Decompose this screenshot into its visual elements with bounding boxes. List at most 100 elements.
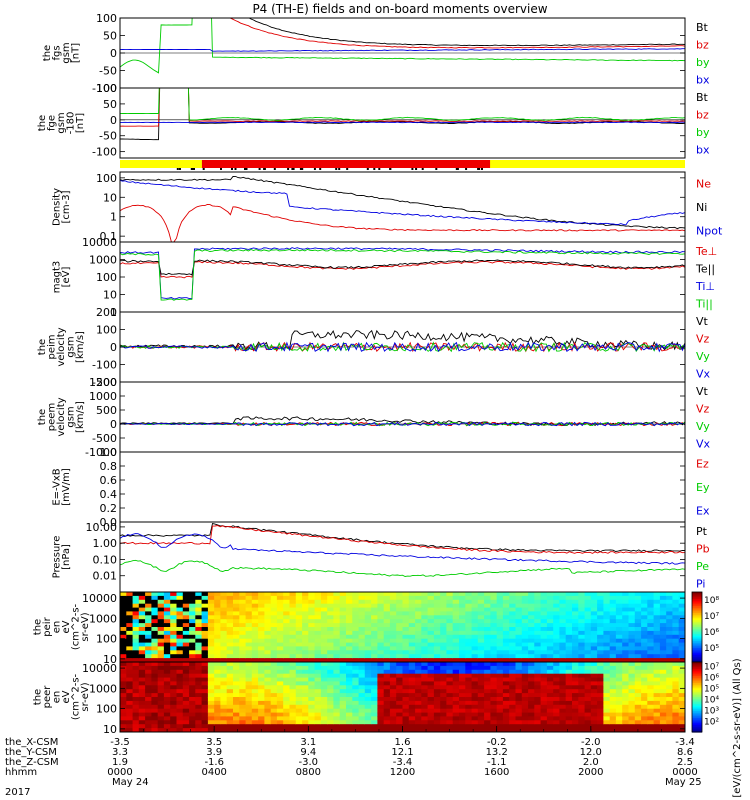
heatmap-cell [597, 720, 604, 725]
heatmap-cell [283, 619, 291, 624]
heatmap-cell [528, 630, 535, 636]
heatmap-cell [427, 677, 435, 683]
heatmap-cell [490, 650, 498, 655]
heatmap-cell [151, 630, 159, 636]
heatmap-cell [239, 592, 247, 597]
heatmap-cell [459, 646, 466, 651]
heatmap-cell [590, 720, 598, 725]
x-row-value: -3.0 [299, 757, 319, 768]
heatmap-cell [258, 599, 265, 605]
heatmap-cell [666, 724, 674, 729]
colorbar-cell [692, 613, 702, 616]
heatmap-cell [258, 704, 265, 710]
heatmap-cell [389, 634, 397, 640]
heatmap-cell [615, 704, 623, 710]
heatmap-cell [239, 658, 247, 662]
heatmap-cell [264, 634, 272, 640]
colorbar-cell [692, 681, 702, 684]
heatmap-cell [276, 592, 284, 597]
heatmap-cell [132, 654, 140, 659]
heatmap-cell [415, 693, 422, 698]
heatmap-cell [264, 595, 272, 601]
heatmap-cell [189, 681, 196, 686]
heatmap-cell [157, 595, 165, 601]
heatmap-cell [433, 611, 441, 616]
heatmap-cell [352, 627, 360, 632]
orbit-bar-tick [346, 168, 349, 170]
heatmap-cell [678, 708, 685, 714]
heatmap-cell [195, 646, 203, 651]
heatmap-cell [170, 697, 178, 702]
heatmap-cell [427, 615, 435, 620]
heatmap-cell [352, 716, 360, 721]
heatmap-cell [258, 642, 265, 648]
heatmap-cell [126, 712, 134, 718]
heatmap-cell [320, 642, 328, 648]
heatmap-cell [396, 650, 404, 655]
y-axis-label: the [37, 339, 48, 355]
heatmap-cell [132, 595, 140, 601]
series-line-temperature-1 [120, 259, 685, 276]
heatmap-cell [295, 615, 303, 620]
heatmap-cell [346, 708, 353, 714]
heatmap-cell [377, 642, 385, 648]
heatmap-cell [346, 665, 353, 671]
y-tick-label: 10000 [82, 236, 117, 249]
heatmap-cell [590, 681, 598, 686]
heatmap-cell [446, 627, 454, 632]
heatmap-cell [578, 704, 586, 710]
heatmap-cell [327, 630, 335, 636]
heatmap-cell [295, 607, 303, 613]
heatmap-cell [389, 716, 397, 721]
heatmap-cell [402, 689, 410, 694]
heatmap-cell [320, 708, 328, 714]
heatmap-cell [659, 716, 667, 721]
colorbar-label: [eV/(cm^2-s-sr-eV)] (All Qs) [732, 658, 743, 797]
heatmap-cell [446, 665, 454, 671]
heatmap-cell [339, 595, 347, 601]
heatmap-cell [220, 665, 228, 671]
heatmap-cell [484, 712, 491, 718]
heatmap-cell [528, 646, 535, 651]
heatmap-cell [521, 673, 529, 679]
heatmap-cell [276, 642, 284, 648]
heatmap-cell [364, 615, 372, 620]
heatmap-cell [364, 634, 372, 640]
heatmap-cell [157, 658, 165, 662]
heatmap-cell [371, 700, 378, 706]
heatmap-cell [477, 665, 485, 671]
heatmap-cell [565, 677, 573, 683]
orbit-bar-tick [292, 168, 295, 170]
heatmap-cell [138, 720, 146, 725]
heatmap-cell [452, 619, 460, 624]
heatmap-cell [327, 592, 335, 597]
heatmap-cell [666, 650, 674, 655]
heatmap-cell [264, 697, 272, 702]
heatmap-cell [138, 611, 146, 616]
heatmap-cell [408, 630, 416, 636]
colorbar-cell [692, 597, 702, 600]
heatmap-cell [189, 646, 196, 651]
heatmap-cell [189, 716, 196, 721]
heatmap-cell [628, 654, 636, 659]
heatmap-cell [176, 603, 184, 609]
y-tick-label: -50 [99, 65, 117, 78]
heatmap-cell [402, 728, 410, 732]
heatmap-cell [502, 611, 510, 616]
heatmap-cell [553, 654, 561, 659]
heatmap-cell [138, 677, 146, 683]
heatmap-cell [465, 650, 473, 655]
colorbar-cell [692, 644, 702, 647]
chart-title: P4 (TH-E) fields and on-board moments ov… [252, 2, 547, 16]
heatmap-cell [590, 603, 598, 609]
heatmap-cell [452, 607, 460, 613]
heatmap-cell [540, 665, 548, 671]
heatmap-cell [603, 650, 611, 655]
heatmap-cell [490, 712, 498, 718]
heatmap-cell [590, 704, 598, 710]
heatmap-cell [647, 595, 655, 601]
heatmap-cell [320, 700, 328, 706]
heatmap-cell [440, 708, 448, 714]
heatmap-cell [120, 603, 127, 609]
heatmap-cell [622, 669, 630, 675]
